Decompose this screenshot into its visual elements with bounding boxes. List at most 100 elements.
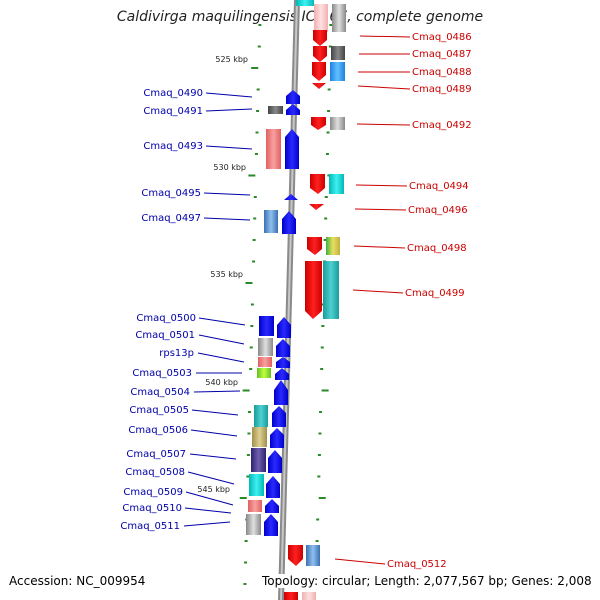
tick-mark — [252, 260, 256, 263]
kbp-label: 525 kbp — [215, 55, 248, 64]
gene-arrow[interactable] — [272, 406, 286, 427]
gene-block[interactable] — [259, 316, 274, 336]
gene-label[interactable]: Cmaq_0496 — [408, 205, 468, 216]
gene-arrow[interactable] — [286, 104, 300, 115]
gene-arrow[interactable] — [313, 30, 327, 46]
gene-arrow[interactable] — [307, 237, 322, 255]
gene-label[interactable]: Cmaq_0511 — [120, 521, 180, 532]
gene-label[interactable]: Cmaq_0493 — [143, 141, 203, 152]
tick-mark — [325, 153, 329, 155]
gene-block[interactable] — [268, 106, 283, 114]
tick-mark — [248, 411, 252, 413]
gene-label[interactable]: Cmaq_0497 — [141, 213, 201, 224]
gene-label[interactable]: Cmaq_0510 — [122, 503, 182, 514]
gene-label[interactable]: Cmaq_0499 — [405, 288, 465, 299]
gene-arrow[interactable] — [284, 194, 298, 200]
gene-label[interactable]: Cmaq_0501 — [135, 330, 195, 341]
gene-block[interactable] — [258, 357, 272, 367]
tick-mark — [317, 475, 321, 478]
gene-label[interactable]: Cmaq_0486 — [412, 32, 472, 43]
gene-block[interactable] — [258, 338, 273, 356]
gene-arrow[interactable] — [268, 450, 282, 473]
tick-mark — [319, 411, 323, 413]
gene-arrow[interactable] — [296, 0, 314, 6]
gene-label[interactable]: Cmaq_0507 — [126, 449, 186, 460]
gene-label[interactable]: Cmaq_0492 — [412, 120, 472, 131]
gene-block[interactable] — [332, 4, 346, 32]
gene-label[interactable]: Cmaq_0512 — [387, 559, 447, 570]
gene-label[interactable]: Cmaq_0509 — [123, 487, 183, 498]
gene-block[interactable] — [248, 500, 262, 512]
gene-label[interactable]: Cmaq_0490 — [143, 88, 203, 99]
gene-arrow[interactable] — [310, 174, 325, 194]
gene-block[interactable] — [323, 261, 339, 319]
gene-label[interactable]: Cmaq_0495 — [141, 188, 201, 199]
tick-mark — [252, 239, 256, 241]
gene-arrow[interactable] — [285, 129, 299, 169]
gene-block[interactable] — [257, 368, 271, 378]
gene-label[interactable]: Cmaq_0506 — [128, 425, 188, 436]
gene-arrow[interactable] — [313, 46, 327, 62]
accession-text: Accession: NC_009954 — [9, 574, 146, 588]
left-gene-labels: Cmaq_0490 Cmaq_0491 Cmaq_0493 Cmaq_0495 … — [120, 88, 203, 532]
gene-block[interactable] — [326, 237, 340, 255]
tick-mark — [329, 24, 333, 26]
gene-block[interactable] — [302, 592, 316, 600]
gene-arrow[interactable] — [276, 339, 290, 357]
gene-block[interactable] — [249, 474, 264, 496]
gene-arrow[interactable] — [312, 62, 326, 81]
gene-block[interactable] — [254, 405, 268, 427]
gene-arrow[interactable] — [286, 90, 300, 104]
gene-block[interactable] — [330, 62, 345, 81]
gene-block[interactable] — [264, 210, 278, 233]
gene-block[interactable] — [246, 514, 261, 535]
tick-mark — [248, 174, 256, 177]
gene-label[interactable]: Cmaq_0508 — [125, 467, 185, 478]
gene-label[interactable]: Cmaq_0491 — [143, 106, 203, 117]
gene-label[interactable]: rps13p — [159, 348, 194, 359]
tick-mark — [253, 196, 257, 198]
gene-block[interactable] — [284, 592, 298, 600]
gene-label[interactable]: Cmaq_0494 — [409, 181, 469, 192]
gene-block[interactable] — [330, 117, 345, 130]
gene-block[interactable] — [314, 4, 328, 32]
gene-arrow[interactable] — [312, 83, 326, 89]
tick-mark — [327, 88, 331, 91]
gene-arrow[interactable] — [274, 380, 288, 405]
gene-block[interactable] — [252, 427, 267, 447]
gene-arrow[interactable] — [270, 428, 284, 448]
gene-block[interactable] — [331, 46, 345, 60]
tick-mark — [318, 432, 322, 435]
tick-mark — [249, 346, 253, 349]
tick-mark — [327, 110, 331, 112]
gene-arrow[interactable] — [282, 211, 296, 234]
gene-label[interactable]: Cmaq_0488 — [412, 67, 472, 78]
kbp-label: 545 kbp — [197, 485, 230, 494]
gene-label[interactable]: Cmaq_0503 — [132, 368, 192, 379]
gene-arrow[interactable] — [264, 514, 278, 536]
gene-block[interactable] — [251, 448, 266, 472]
gene-arrow[interactable] — [309, 204, 324, 210]
gene-label[interactable]: Cmaq_0505 — [129, 405, 189, 416]
gene-arrow[interactable] — [276, 357, 290, 368]
gene-block[interactable] — [329, 174, 344, 194]
gene-block[interactable] — [306, 545, 320, 566]
gene-arrow[interactable] — [288, 545, 303, 566]
gene-block[interactable] — [266, 129, 281, 169]
gene-arrow[interactable] — [311, 117, 326, 130]
topology-summary: Topology: circular; Length: 2,077,567 bp… — [262, 574, 592, 588]
gene-label[interactable]: Cmaq_0498 — [407, 243, 467, 254]
gene-arrow[interactable] — [266, 476, 280, 498]
tick-mark — [246, 475, 250, 478]
gene-arrow[interactable] — [277, 317, 291, 338]
gene-label[interactable]: Cmaq_0489 — [412, 84, 472, 95]
gene-arrow[interactable] — [305, 261, 322, 319]
kbp-label: 535 kbp — [210, 270, 243, 279]
gene-arrow[interactable] — [265, 499, 279, 513]
gene-label[interactable]: Cmaq_0500 — [136, 313, 196, 324]
gene-arrow[interactable] — [275, 368, 289, 380]
genome-backbone — [278, 0, 300, 600]
gene-label[interactable]: Cmaq_0504 — [130, 387, 190, 398]
gene-label[interactable]: Cmaq_0487 — [412, 49, 472, 60]
